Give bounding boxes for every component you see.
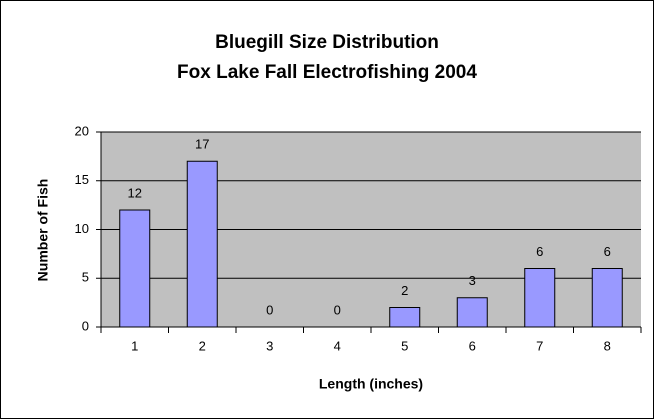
y-tick-label: 5 [82, 270, 89, 285]
data-label: 12 [128, 185, 142, 200]
x-tick-label: 5 [401, 338, 408, 353]
chart-title: Bluegill Size Distribution [215, 32, 439, 53]
x-tick-label: 3 [266, 338, 273, 353]
y-tick-label: 0 [82, 318, 89, 333]
x-tick-label: 2 [199, 338, 206, 353]
x-tick-label: 8 [604, 338, 611, 353]
bar [389, 307, 421, 328]
bar [186, 160, 218, 328]
bar [119, 209, 151, 328]
y-tick-label: 20 [75, 123, 89, 138]
x-tick-label: 4 [334, 338, 341, 353]
y-tick-label: 15 [75, 172, 89, 187]
data-label: 0 [266, 302, 273, 317]
data-label: 2 [401, 283, 408, 298]
data-label: 6 [604, 244, 611, 259]
bar [456, 297, 488, 328]
y-tick-label: 10 [75, 221, 89, 236]
data-label: 17 [195, 137, 209, 152]
y-axis-title: Number of Fish [35, 179, 51, 282]
bar [591, 268, 623, 328]
data-label: 6 [536, 244, 543, 259]
chart-subtitle: Fox Lake Fall Electrofishing 2004 [177, 62, 477, 83]
x-tick-label: 7 [536, 338, 543, 353]
data-label: 0 [334, 302, 341, 317]
x-axis-title: Length (inches) [319, 376, 423, 392]
x-tick-label: 6 [469, 338, 476, 353]
data-label: 3 [469, 273, 476, 288]
x-tick-label: 1 [131, 338, 138, 353]
bar [524, 268, 556, 328]
